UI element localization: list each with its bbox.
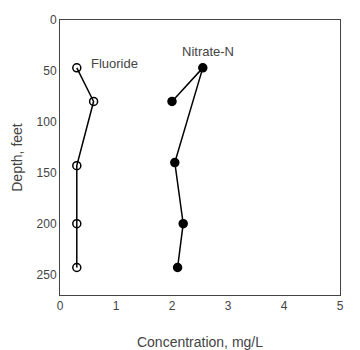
svg-text:2: 2 xyxy=(169,299,176,313)
svg-text:Depth, feet: Depth, feet xyxy=(9,123,25,192)
svg-text:50: 50 xyxy=(43,64,57,78)
svg-text:Nitrate-N: Nitrate-N xyxy=(182,44,234,59)
svg-text:100: 100 xyxy=(37,115,57,129)
svg-text:250: 250 xyxy=(37,268,57,282)
svg-text:0: 0 xyxy=(57,299,64,313)
svg-text:5: 5 xyxy=(337,299,344,313)
svg-text:200: 200 xyxy=(37,217,57,231)
svg-text:1: 1 xyxy=(113,299,120,313)
svg-text:0: 0 xyxy=(50,13,57,27)
svg-text:Concentration, mg/L: Concentration, mg/L xyxy=(137,334,263,350)
svg-text:4: 4 xyxy=(281,299,288,313)
svg-text:Fluoride: Fluoride xyxy=(91,56,138,71)
svg-text:150: 150 xyxy=(37,166,57,180)
svg-text:3: 3 xyxy=(225,299,232,313)
